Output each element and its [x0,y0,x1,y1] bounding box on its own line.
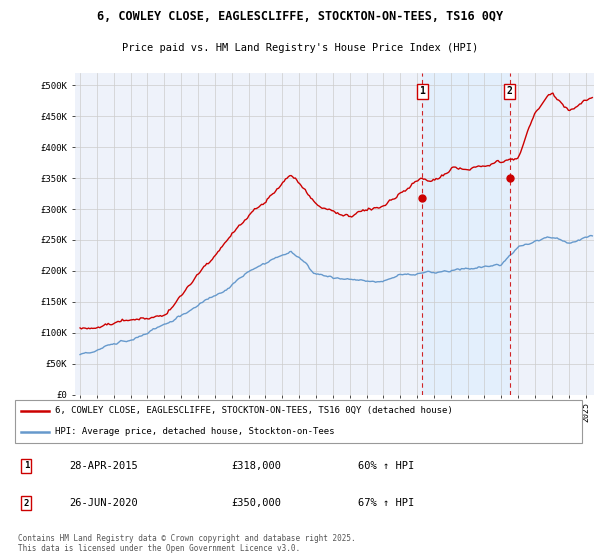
Text: 2: 2 [24,499,29,508]
Text: £350,000: £350,000 [231,498,281,508]
Text: £318,000: £318,000 [231,461,281,471]
Text: 60% ↑ HPI: 60% ↑ HPI [358,461,414,471]
Text: 6, COWLEY CLOSE, EAGLESCLIFFE, STOCKTON-ON-TEES, TS16 0QY (detached house): 6, COWLEY CLOSE, EAGLESCLIFFE, STOCKTON-… [55,407,453,416]
Text: 67% ↑ HPI: 67% ↑ HPI [358,498,414,508]
Text: HPI: Average price, detached house, Stockton-on-Tees: HPI: Average price, detached house, Stoc… [55,427,335,436]
Text: Price paid vs. HM Land Registry's House Price Index (HPI): Price paid vs. HM Land Registry's House … [122,44,478,53]
Text: 26-JUN-2020: 26-JUN-2020 [70,498,139,508]
Text: Contains HM Land Registry data © Crown copyright and database right 2025.
This d: Contains HM Land Registry data © Crown c… [18,534,355,553]
Text: 2: 2 [506,86,512,96]
FancyBboxPatch shape [15,399,582,444]
Text: 1: 1 [419,86,425,96]
Text: 1: 1 [24,461,29,470]
Text: 28-APR-2015: 28-APR-2015 [70,461,139,471]
Bar [422,73,509,395]
Text: 6, COWLEY CLOSE, EAGLESCLIFFE, STOCKTON-ON-TEES, TS16 0QY: 6, COWLEY CLOSE, EAGLESCLIFFE, STOCKTON-… [97,11,503,24]
